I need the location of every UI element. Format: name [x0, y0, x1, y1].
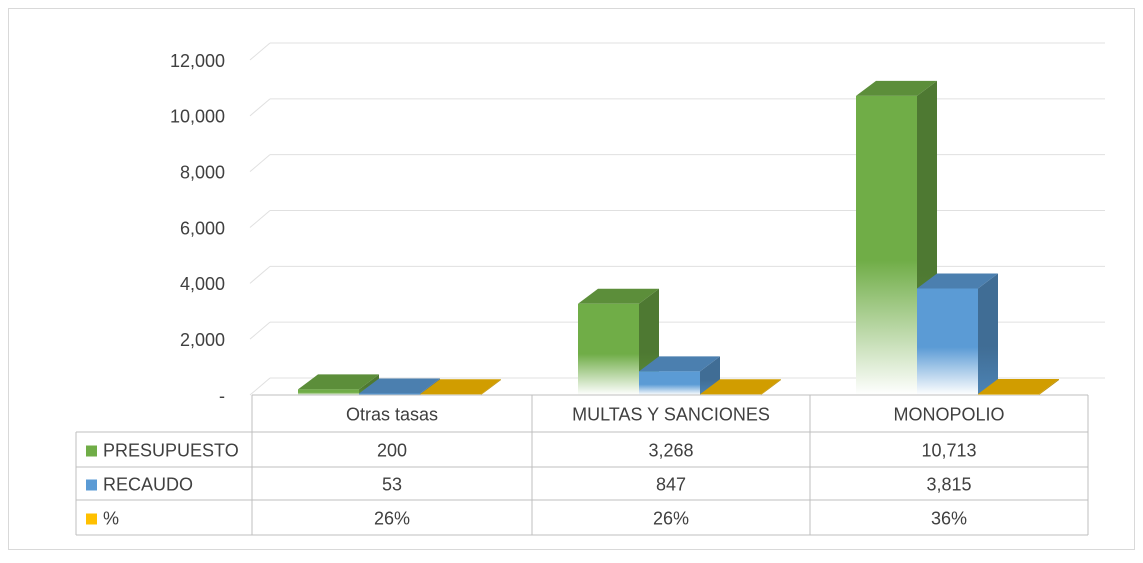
bar-top [298, 374, 379, 390]
table-value: 53 [382, 474, 402, 494]
x-tick-label: MULTAS Y SANCIONES [572, 404, 770, 424]
x-tick-label: Otras tasas [346, 404, 438, 424]
bar-front [917, 288, 978, 395]
table-value: 36% [931, 508, 967, 528]
bar-side [700, 356, 720, 395]
y-tick-label: 2,000 [180, 330, 225, 350]
bar-front [578, 303, 639, 395]
grid-line-side [249, 377, 271, 396]
bar-top [856, 80, 937, 96]
bar [639, 356, 720, 395]
table-value: 26% [374, 508, 410, 528]
bar-front [639, 371, 700, 395]
table-value: 200 [377, 440, 407, 460]
grid-line-side [249, 98, 271, 117]
bar-side [481, 379, 501, 395]
x-tick-label: MONOPOLIO [893, 404, 1004, 424]
y-tick-label: - [219, 386, 225, 406]
bar [917, 273, 998, 395]
bar-side [1039, 378, 1059, 395]
legend-swatch [86, 513, 97, 525]
table-value: 3,815 [926, 474, 971, 494]
table-value: 26% [653, 508, 689, 528]
bar-top [359, 378, 440, 394]
bar-front [298, 389, 359, 395]
legend-swatch [86, 479, 97, 491]
bar-top [639, 356, 720, 372]
bar [978, 378, 1059, 395]
bar-front [856, 95, 917, 396]
table-value: 847 [656, 474, 686, 494]
bar-front [359, 393, 420, 395]
bar-top [700, 379, 781, 395]
table-value: 3,268 [648, 440, 693, 460]
y-tick-label: 10,000 [170, 107, 225, 127]
y-tick-label: 4,000 [180, 274, 225, 294]
bar-side [978, 273, 998, 395]
y-tick-label: 8,000 [180, 162, 225, 182]
legend-label: % [103, 508, 119, 528]
grid-line-side [249, 321, 271, 340]
grid-line-side [249, 210, 271, 228]
grid-line-side [249, 42, 271, 61]
bar-top [420, 379, 501, 395]
y-tick-label: 6,000 [180, 218, 225, 238]
legend-swatch [86, 445, 97, 457]
bar-top [917, 273, 998, 289]
legend-label: PRESUPUESTO [103, 440, 239, 460]
bar-side [761, 379, 781, 395]
table-value: 10,713 [921, 440, 976, 460]
y-tick-label: 12,000 [170, 51, 225, 71]
grid-line-side [249, 265, 271, 284]
legend-label: RECAUDO [103, 474, 193, 494]
bar-top [978, 378, 1059, 394]
bar-top [578, 288, 659, 304]
grid-line-side [249, 154, 271, 173]
bar-front [978, 393, 1039, 395]
